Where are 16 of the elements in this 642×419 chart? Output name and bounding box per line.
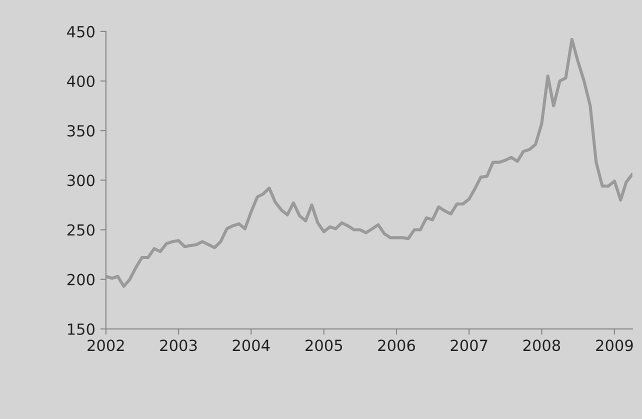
y-tick-label: 200 [67, 274, 94, 286]
x-tick-label: 2008 [523, 340, 560, 352]
x-tick-label: 2004 [232, 340, 270, 352]
y-tick-label: 450 [67, 26, 94, 38]
x-tick-label: 2003 [160, 340, 197, 352]
x-tick-label: 2007 [450, 340, 488, 352]
x-tick-label: 2002 [88, 340, 124, 352]
y-tick-label: 350 [68, 125, 94, 137]
x-tick-label: 2009 [596, 340, 633, 352]
x-tick-label: 2005 [306, 340, 342, 352]
line-series [106, 38, 632, 288]
y-tick-label: 300 [68, 174, 94, 186]
y-tick-label: 250 [67, 224, 94, 236]
y-tick-label: 400 [67, 75, 94, 88]
y-tick-label: 150 [68, 323, 94, 335]
x-tick-label: 2006 [378, 340, 415, 352]
